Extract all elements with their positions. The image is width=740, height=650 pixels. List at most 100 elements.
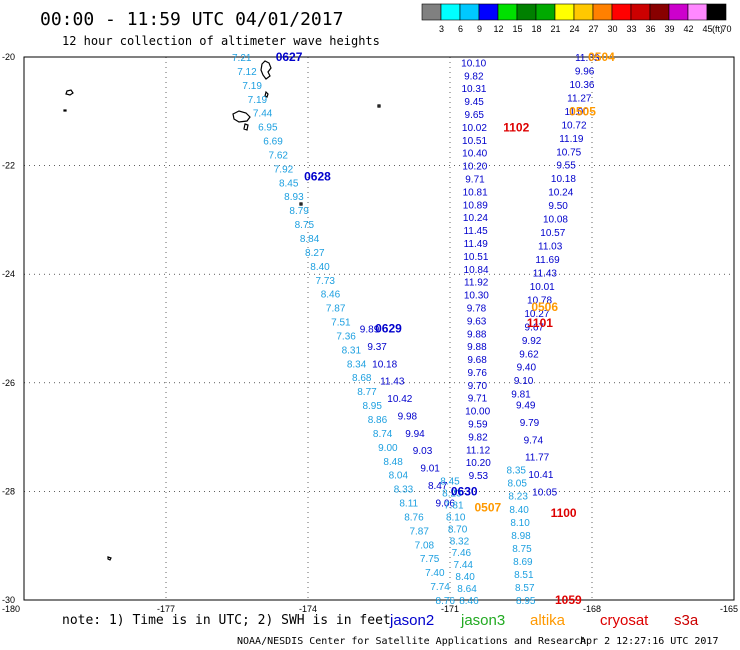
pass-label: 1100 [551,506,577,520]
colorbar-swatch [516,3,537,21]
island-west-2 [63,109,67,112]
colorbar-tick: 33 [626,24,636,34]
swh-value: 9.88 [467,342,487,353]
colorbar-tick: 6 [458,24,463,34]
legend-jason3: jason3 [460,612,505,629]
swh-value: 10.01 [530,282,555,293]
swh-value: 7.12 [237,67,257,78]
track: 8.35 8.05 8.23 8.40 8.10 8.98 8.75 8.69 8.51 8.57… [507,466,536,607]
swh-value: 8.33 [394,485,414,496]
colorbar-tick: 3 [439,24,444,34]
swh-value: 7.08 [415,540,435,551]
colorbar-tick: 9 [477,24,482,34]
swh-value: 8.40 [509,505,529,516]
swh-value: 9.82 [464,71,484,82]
swh-value: 8.74 [373,429,393,440]
swh-value: 9.45 [464,97,484,108]
swh-value: 10.00 [465,407,490,418]
wave-height-tracks: 7.21 7.12 7.19 7.19 7.44 6.95 6.69 7.62 7.92 8.45… [232,53,600,607]
swh-value: 10.31 [461,84,486,95]
pass-label: 0628 [304,169,331,183]
swh-value: 10.30 [464,291,489,302]
swh-value: 10.02 [462,123,487,134]
x-tick-label: -171 [441,604,459,614]
colorbar-tick: 21 [550,24,560,34]
colorbar: 3 6 9 12 15 18 21 24 27 30 33 36 39 42 45 70 [421,3,732,34]
swh-value: 9.70 [468,381,488,392]
island-ata [299,202,303,206]
colorbar-tick: 30 [607,24,617,34]
swh-value: 7.73 [315,276,335,287]
swh-value: 9.68 [467,355,487,366]
swh-value: 8.40 [455,572,475,583]
colorbar-tick: 12 [493,24,503,34]
legend-altika: altika [530,612,566,629]
swh-value: 8.95 [516,596,536,607]
swh-value: 8.04 [389,471,409,482]
swh-value: 8.05 [507,479,527,490]
swh-value: 11.45 [463,226,488,237]
island-mid [377,104,381,108]
map-frame [23,56,735,601]
swh-value: 9.92 [522,336,542,347]
swh-value: 8.75 [295,220,315,231]
swh-value: 9.55 [556,161,576,172]
swh-value: 9.00 [378,443,398,454]
swh-value: 9.10 [514,376,534,387]
swh-value: 6.95 [258,123,278,134]
swh-value: 10.78 [527,295,552,306]
swh-value: 8.76 [404,512,424,523]
pass-labels: 0627 0628 0629 0630 0504 0505 0506 0507 1102 1101… [276,50,615,607]
island-tongatapu [232,110,251,123]
swh-value: 7.19 [242,81,262,92]
swh-value: 10.20 [462,162,487,173]
swh-value: 8.10 [446,512,466,523]
swh-value: 8.23 [508,492,528,503]
colorbar-swatch [497,3,518,21]
swh-value: 9.63 [467,316,487,327]
swh-value: 8.69 [513,557,533,568]
swh-value: 7.75 [420,554,440,565]
colorbar-tick: 39 [664,24,674,34]
swh-value: 10.84 [464,265,489,276]
swh-value: 9.76 [467,368,487,379]
swh-value: 11.27 [567,93,592,104]
y-tick-label: -26 [2,378,15,388]
colorbar-swatch [554,3,575,21]
pass-label: 0507 [475,501,502,515]
swh-value: 9.74 [524,435,544,446]
swh-value: 7.51 [331,318,351,329]
pass-label: 0504 [588,50,615,64]
pass-label: 0505 [569,104,596,118]
colorbar-tick: 70 [721,24,731,34]
swh-value: 9.71 [468,394,488,405]
pass-label: 0506 [531,300,558,314]
island-vavau [260,60,272,80]
swh-value: 8.34 [347,359,367,370]
colorbar-swatch [611,3,632,21]
swh-value: 8.84 [300,234,320,245]
swh-value: 9.65 [465,110,485,121]
y-tick-label: -22 [2,161,15,171]
swh-value: 9.94 [405,429,425,440]
swh-value: 8.46 [459,596,479,607]
island-sw [107,556,112,561]
track: 9.89 9.37 10.18 11.43 10.42 9.98 9.94 9.03 9.01 8… [360,325,456,510]
swh-value: 8.95 [362,401,382,412]
swh-value: 9.67 [525,322,545,333]
x-tick-label: -174 [299,604,317,614]
footer-credit: NOAA/NESDIS Center for Satellite Applica… [237,636,586,647]
pass-label: 0627 [276,50,303,64]
swh-value: 9.81 [511,390,531,401]
colorbar-swatch [592,3,613,21]
swh-value: 8.57 [515,583,535,594]
swh-value: 9.49 [516,401,536,412]
swh-value: 7.74 [430,582,450,593]
swh-value: 7.40 [425,568,445,579]
colorbar-tick: 18 [531,24,541,34]
axis-labels: -180 -177 -174 -171 -168 -165 -20 -22 -24 -26 -28 -… [2,52,738,614]
swh-value: 9.03 [413,446,433,457]
colorbar-swatch [478,3,499,21]
swh-value: 7.87 [409,526,429,537]
